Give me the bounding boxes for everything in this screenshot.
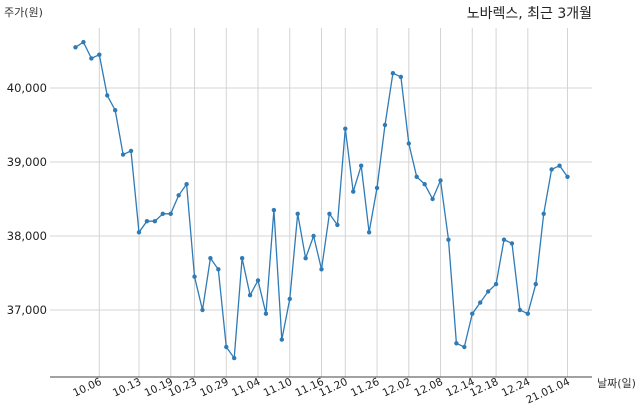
price-point [136,230,142,235]
price-point [112,108,118,113]
price-point [144,219,150,224]
price-point [160,211,165,216]
price-point [557,163,562,168]
chart-title: 노바렉스, 최근 3개월 [467,6,592,22]
price-point [549,167,554,172]
x-tick-label: 12.02 [381,376,413,400]
price-point [533,281,538,287]
price-point [303,256,308,261]
price-point [232,355,237,361]
x-axis-label: 날짜(일) [597,376,636,390]
x-tick-label: 10.13 [111,376,143,400]
price-point [263,311,269,316]
price-point [128,148,134,154]
price-point [184,182,189,187]
grid [50,28,592,377]
price-point [216,267,221,272]
price-point [406,141,411,146]
price-point [295,211,300,216]
price-point [351,189,356,194]
price-point [271,207,277,213]
price-points [73,39,570,361]
price-point [319,267,324,272]
price-point [414,174,419,179]
price-point [358,163,364,168]
price-point [97,52,102,57]
price-point [565,174,570,179]
price-point [311,233,316,239]
y-tick-label: 37,000 [7,303,47,317]
price-point [287,296,292,302]
price-point [73,45,78,50]
price-point [255,278,261,283]
price-point [366,230,372,235]
price-point [478,300,483,305]
price-point [335,222,340,228]
price-point [470,311,475,316]
price-point [89,56,94,61]
price-point [446,237,451,242]
x-tick-label: 11.04 [230,376,263,400]
price-point [438,178,443,183]
y-ticks: 37,000 38,000 39,000 40,000 [7,81,47,317]
price-point [327,211,332,216]
x-tick-label: 10.29 [198,376,230,400]
price-point [81,39,86,45]
price-point [509,241,515,246]
price-point [525,311,531,316]
price-point [247,293,253,298]
price-point [390,71,396,76]
y-tick-label: 39,000 [7,155,47,169]
price-point [343,126,348,131]
price-point [430,196,435,202]
price-point [454,341,459,346]
price-point [224,344,229,350]
x-tick-label: 11.26 [349,376,382,400]
price-point [105,93,110,98]
price-point [541,211,546,216]
price-point [200,307,205,313]
y-tick-label: 40,000 [7,81,47,95]
price-point [462,344,467,350]
price-point [239,256,245,261]
price-point [517,307,523,313]
x-tick-label: 11.10 [262,376,294,400]
price-point [152,219,158,224]
price-point [176,193,181,198]
x-tick-label: 10.06 [71,376,104,400]
price-point [168,211,173,216]
price-point [485,289,491,294]
price-point [422,182,427,187]
y-axis-label: 주가(원) [4,6,43,19]
price-point [493,281,499,287]
price-point [279,337,285,342]
price-point [398,74,404,80]
price-point [120,152,126,157]
x-tick-label: 21.01.04 [524,376,572,407]
price-point [382,122,388,128]
price-point [192,274,197,279]
x-tick-label: 12.08 [412,376,444,400]
price-point [374,185,380,191]
price-point [501,237,507,242]
price-point [208,256,213,261]
y-tick-label: 38,000 [7,229,47,243]
